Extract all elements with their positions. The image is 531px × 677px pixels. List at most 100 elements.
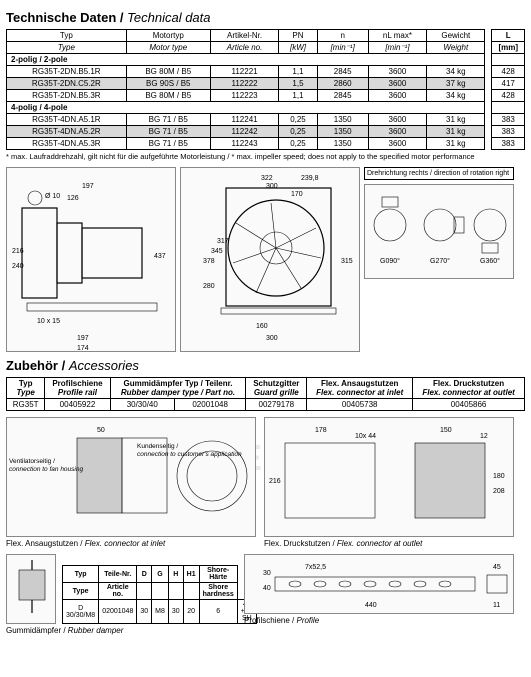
spec-row: RG35T-2DN.B5.1RBG 80M / B51122211,128453…	[7, 66, 485, 78]
acc-cell: 00405866	[413, 399, 525, 411]
acc-header: TypType	[7, 378, 45, 399]
lcol-header-en: [mm]	[492, 42, 525, 54]
svg-text:216: 216	[12, 248, 24, 255]
acc-cell: 30/30/40	[110, 399, 174, 411]
acc-header: Gummidämpfer Typ / Teilenr.Rubber damper…	[110, 378, 246, 399]
svg-text:345: 345	[211, 248, 223, 255]
svg-text:12: 12	[480, 433, 488, 440]
spec-header: Gewicht	[427, 30, 485, 42]
svg-text:G360°: G360°	[480, 257, 500, 265]
acc-cell: RG35T	[7, 399, 45, 411]
spec-header: Artikel-Nr.	[210, 30, 278, 42]
drawing-inlet: 50 Ventilatorseitig / connection to fan …	[6, 417, 256, 537]
svg-text:280: 280	[203, 283, 215, 290]
drawing-side-view: 197 126 240 216 437 197 174 10 x 15 Ø 10	[6, 167, 176, 352]
svg-text:197: 197	[82, 183, 94, 190]
spec-row: RG35T-4DN.A5.3RBG 71 / B51122430,2513503…	[7, 138, 485, 150]
caption-outlet: Flex. Druckstutzen / Flex. connector at …	[264, 539, 514, 548]
inlet-block: 50 Ventilatorseitig / connection to fan …	[6, 417, 256, 548]
svg-text:G270°: G270°	[430, 257, 450, 265]
spec-header-sub: Motor type	[126, 42, 210, 54]
spec-header: nL max*	[368, 30, 426, 42]
svg-text:11: 11	[493, 602, 500, 609]
caption-profile: Profilschiene / Profile	[244, 616, 514, 625]
svg-text:Kundenseitig /: Kundenseitig /	[137, 443, 178, 450]
svg-text:Ø 10: Ø 10	[45, 193, 60, 200]
svg-text:197: 197	[77, 335, 89, 342]
spec-row: RG35T-4DN.A5.2RBG 71 / B51122420,2513503…	[7, 126, 485, 138]
svg-text:322: 322	[261, 175, 273, 182]
svg-text:437: 437	[154, 253, 166, 260]
spec-row: RG35T-4DN.A5.1RBG 71 / B51122410,2513503…	[7, 114, 485, 126]
rotation-panel: Drehrichtung rechts / direction of rotat…	[364, 167, 514, 352]
svg-text:Ventilatorseitig /: Ventilatorseitig /	[9, 458, 55, 465]
drawing-front-view: 322 239,8 300 170 378 345 317 280 160 30…	[180, 167, 360, 352]
svg-text:180: 180	[493, 473, 505, 480]
damper-block: TypTeile-Nr.DGHH1Shore-Härte TypeArticle…	[6, 554, 236, 635]
acc-cell: 00405922	[45, 399, 110, 411]
svg-text:connection to customer's appli: connection to customer's application	[137, 451, 242, 458]
svg-text:300: 300	[266, 335, 278, 342]
svg-text:40: 40	[263, 585, 271, 592]
svg-text:170: 170	[291, 191, 303, 198]
rotation-label: Drehrichtung rechts / direction of rotat…	[364, 167, 514, 180]
footnote: * max. Laufraddrehzahl, gilt nicht für d…	[6, 152, 525, 161]
drawing-profile: 7x52,5 30 40 440 45 11	[244, 554, 514, 614]
svg-text:126: 126	[67, 195, 79, 202]
acc-title: Zubehör / Accessories	[6, 358, 525, 373]
svg-text:440: 440	[365, 602, 377, 609]
svg-text:connection to fan housing: connection to fan housing	[9, 466, 83, 473]
svg-text:178: 178	[315, 427, 327, 434]
svg-text:216: 216	[269, 478, 281, 485]
spec-tables: TypMotortypArtikel-Nr.PNnnL max*Gewicht …	[6, 29, 525, 150]
section-4pole: 4-polig / 4-pole	[7, 102, 485, 114]
svg-text:50: 50	[97, 427, 105, 434]
profile-block: 7x52,5 30 40 440 45 11 Profilschiene / P…	[244, 554, 514, 635]
svg-text:10x 44: 10x 44	[355, 433, 376, 440]
acc-header: ProfilschieneProfile rail	[45, 378, 110, 399]
spec-header: PN	[279, 30, 317, 42]
spec-header-sub: [min⁻¹]	[317, 42, 368, 54]
spec-header: Motortyp	[126, 30, 210, 42]
spec-row: RG35T-2DN.B5.3RBG 80M / B51122231,128453…	[7, 90, 485, 102]
spec-header: Typ	[7, 30, 127, 42]
section-2pole: 2-polig / 2-pole	[7, 54, 485, 66]
technical-drawings: 197 126 240 216 437 197 174 10 x 15 Ø 10	[6, 167, 525, 352]
spec-table-length: L [mm] 428417428 383383383	[491, 29, 525, 150]
svg-text:30: 30	[263, 570, 271, 577]
svg-text:160: 160	[256, 323, 268, 330]
acc-cell: 00279178	[246, 399, 307, 411]
svg-text:240: 240	[12, 263, 24, 270]
spec-header-sub: Weight	[427, 42, 485, 54]
spec-row: RG35T-2DN.C5.2RBG 90S / B51122221,528603…	[7, 78, 485, 90]
svg-text:317: 317	[217, 238, 229, 245]
spec-header-sub: Article no.	[210, 42, 278, 54]
spec-header: n	[317, 30, 368, 42]
svg-text:315: 315	[341, 258, 353, 265]
svg-text:150: 150	[440, 427, 452, 434]
damper-table: TypTeile-Nr.DGHH1Shore-Härte TypeArticle…	[62, 565, 257, 624]
caption-damper: Gummidämpfer / Rubber damper	[6, 626, 236, 635]
spec-header-sub: [kW]	[279, 42, 317, 54]
svg-text:G090°: G090°	[380, 257, 400, 265]
outlet-block: 178 10x 44 216 150 12 180 208 Flex. Druc…	[264, 417, 514, 548]
lcol-header-de: L	[492, 30, 525, 42]
caption-inlet: Flex. Ansaugstutzen / Flex. connector at…	[6, 539, 256, 548]
spec-header-sub: Type	[7, 42, 127, 54]
acc-header: SchutzgitterGuard grille	[246, 378, 307, 399]
drawing-outlet: 178 10x 44 216 150 12 180 208	[264, 417, 514, 537]
acc-cell: 02001048	[174, 399, 245, 411]
accessories-table: TypTypeProfilschieneProfile railGummidäm…	[6, 377, 525, 411]
svg-text:208: 208	[493, 488, 505, 495]
spec-header-sub: [min⁻¹]	[368, 42, 426, 54]
svg-text:378: 378	[203, 258, 215, 265]
svg-text:10 x 15: 10 x 15	[37, 318, 60, 325]
svg-text:239,8: 239,8	[301, 175, 319, 182]
title: Technische Daten / Technical data	[6, 10, 525, 25]
svg-text:45: 45	[493, 564, 501, 571]
rotation-icons: G090° G270° G360°	[364, 184, 514, 279]
svg-text:174: 174	[77, 345, 89, 352]
acc-cell: 00405738	[307, 399, 413, 411]
drawing-damper	[6, 554, 56, 624]
svg-text:7x52,5: 7x52,5	[305, 564, 326, 571]
